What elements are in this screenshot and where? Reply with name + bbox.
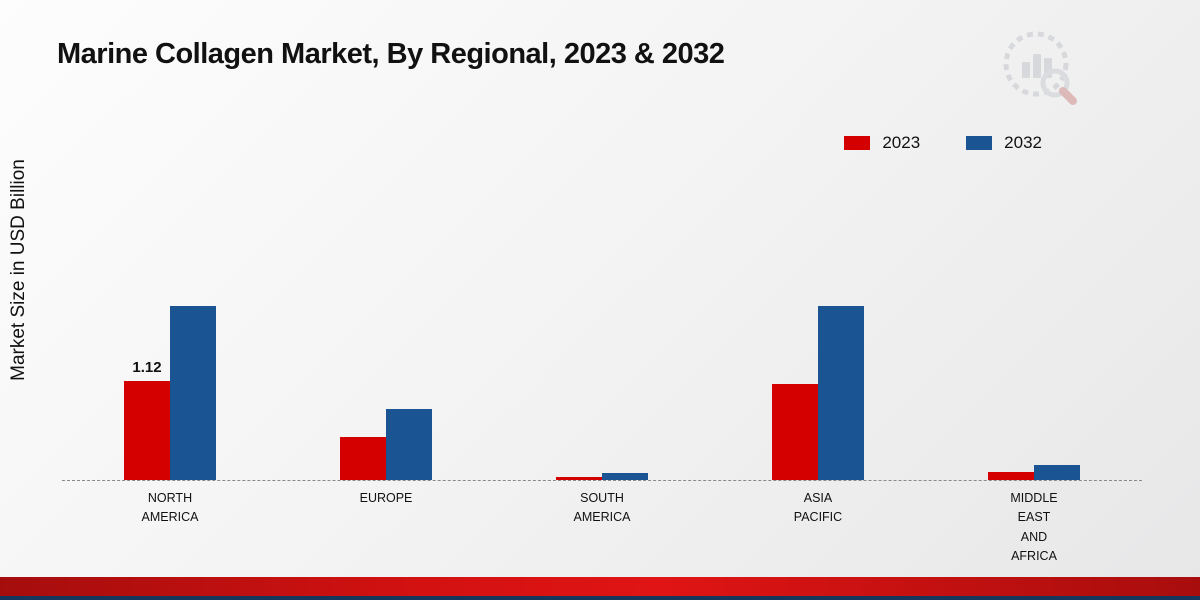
category-label: NORTH AMERICA — [141, 491, 199, 525]
category-label: MIDDLE EAST AND AFRICA — [1010, 491, 1058, 564]
chart-title: Marine Collagen Market, By Regional, 202… — [57, 38, 725, 70]
bar-2032 — [170, 306, 216, 480]
category-label: SOUTH AMERICA — [573, 491, 631, 525]
bar-2023 — [772, 384, 818, 480]
bar-2032 — [602, 473, 648, 480]
bar-2032 — [818, 306, 864, 480]
bar-2032 — [1034, 465, 1080, 480]
category-label: EUROPE — [359, 491, 413, 505]
bar-group: 1.12 NORTH AMERICA — [124, 306, 216, 524]
bar-2023 — [340, 437, 386, 480]
legend-label-2023: 2023 — [882, 133, 921, 152]
bar-2023 — [988, 472, 1034, 480]
legend-label-2032: 2032 — [1004, 133, 1042, 152]
bar-2032 — [386, 409, 432, 480]
bar-group: EUROPE — [340, 409, 432, 505]
legend-item-2032: 2032 — [966, 133, 1042, 153]
y-axis-label: Market Size in USD Billion — [8, 159, 29, 381]
bar-value-label: 1.12 — [132, 359, 162, 376]
legend-swatch-2032 — [966, 136, 993, 150]
x-axis-baseline — [62, 480, 1142, 481]
bar-group: ASIA PACIFIC — [772, 306, 864, 524]
bar-2023: 1.12 — [124, 359, 170, 480]
legend-swatch-2023 — [844, 136, 871, 150]
legend-item-2023: 2023 — [844, 133, 920, 153]
plot-area: 1.12 NORTH AMERICA EUROPE SOUTH AMERICA ASIA PA… — [62, 108, 1142, 563]
bar-group: MIDDLE EAST AND AFRICA — [988, 465, 1080, 563]
bar-group: SOUTH AMERICA — [556, 473, 648, 524]
footer-navy-line — [0, 596, 1200, 600]
category-label: ASIA PACIFIC — [793, 491, 843, 525]
brand-logo-icon — [1003, 31, 1077, 105]
chart-legend: 2023 2032 — [844, 133, 1042, 153]
bar-2023 — [556, 477, 602, 480]
footer-red-band — [0, 577, 1200, 596]
